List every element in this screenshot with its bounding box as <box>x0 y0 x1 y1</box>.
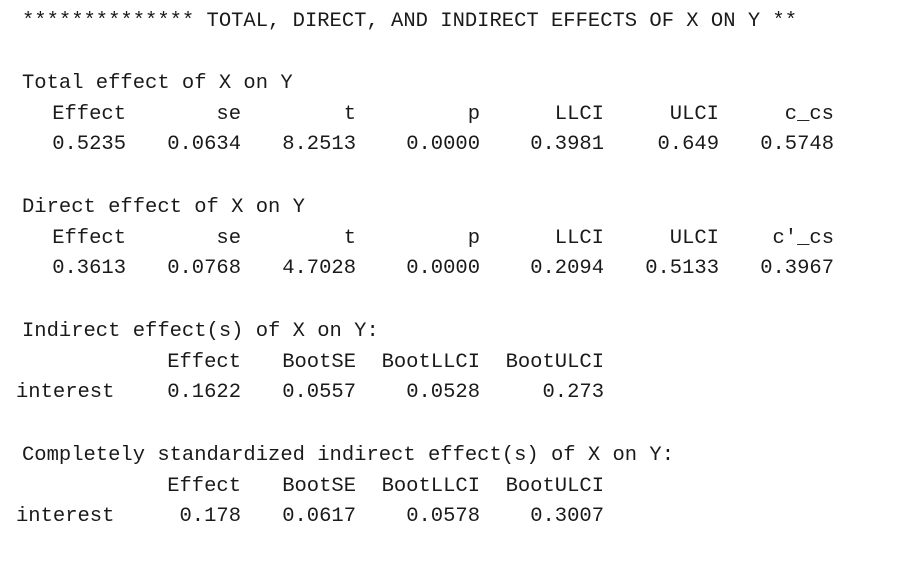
col-header-c-cs: c_cs <box>784 103 834 126</box>
col-header-t: t <box>343 103 356 126</box>
col-header-ulci: ULCI <box>669 103 719 126</box>
value-ulci: 0.5133 <box>645 257 719 280</box>
value-bootse: 0.0557 <box>282 381 356 404</box>
section-title: Direct effect of X on Y <box>22 196 305 219</box>
total-effect-title: Total effect of X on Y <box>0 69 904 99</box>
section-title: Indirect effect(s) of X on Y: <box>22 320 379 343</box>
col-header-t: t <box>343 227 356 250</box>
value-ulci: 0.649 <box>657 133 719 156</box>
heading-text: ************** TOTAL, DIRECT, AND INDIRE… <box>22 10 798 33</box>
value-p: 0.0000 <box>406 257 480 280</box>
value-se: 0.0634 <box>167 133 241 156</box>
section-title: Total effect of X on Y <box>22 72 293 95</box>
indirect-effect-value-row: interest 0.1622 0.0557 0.0528 0.273 <box>0 378 904 408</box>
indirect-effect-header-row: Effect BootSE BootLLCI BootULCI <box>0 348 904 378</box>
value-effect: 0.3613 <box>52 257 126 280</box>
col-header-bootllci: BootLLCI <box>381 475 480 498</box>
col-header-effect: Effect <box>167 475 241 498</box>
std-indirect-effect-header-row: Effect BootSE BootLLCI BootULCI <box>0 472 904 502</box>
std-indirect-effect-value-row: interest 0.178 0.0617 0.0578 0.3007 <box>0 502 904 532</box>
col-header-llci: LLCI <box>554 227 604 250</box>
value-bootulci: 0.3007 <box>530 505 604 528</box>
direct-effect-title: Direct effect of X on Y <box>0 193 904 223</box>
value-se: 0.0768 <box>167 257 241 280</box>
value-effect: 0.1622 <box>167 381 241 404</box>
value-p: 0.0000 <box>406 133 480 156</box>
value-t: 4.7028 <box>282 257 356 280</box>
value-effect: 0.178 <box>179 505 241 528</box>
col-header-se: se <box>216 103 241 126</box>
col-header-bootulci: BootULCI <box>505 475 604 498</box>
col-header-p: p <box>467 103 480 126</box>
value-bootllci: 0.0528 <box>406 381 480 404</box>
col-header-effect: Effect <box>52 227 126 250</box>
row-label: interest <box>16 505 115 528</box>
col-header-ulci: ULCI <box>669 227 719 250</box>
value-bootulci: 0.273 <box>542 381 604 404</box>
col-header-effect: Effect <box>167 351 241 374</box>
col-header-bootse: BootSE <box>282 351 356 374</box>
col-header-bootllci: BootLLCI <box>381 351 480 374</box>
col-header-p: p <box>467 227 480 250</box>
value-effect: 0.5235 <box>52 133 126 156</box>
col-header-effect: Effect <box>52 103 126 126</box>
value-bootllci: 0.0578 <box>406 505 480 528</box>
direct-effect-value-row: 0.3613 0.0768 4.7028 0.0000 0.2094 0.513… <box>0 254 904 284</box>
std-indirect-effect-title: Completely standardized indirect effect(… <box>0 441 904 471</box>
value-c-cs: 0.5748 <box>760 133 834 156</box>
output-heading: ************** TOTAL, DIRECT, AND INDIRE… <box>0 7 904 37</box>
value-c-prime-cs: 0.3967 <box>760 257 834 280</box>
value-llci: 0.3981 <box>530 133 604 156</box>
value-bootse: 0.0617 <box>282 505 356 528</box>
total-effect-header-row: Effect se t p LLCI ULCI c_cs <box>0 100 904 130</box>
col-header-c-prime-cs: c'_cs <box>772 227 834 250</box>
indirect-effect-title: Indirect effect(s) of X on Y: <box>0 317 904 347</box>
section-title: Completely standardized indirect effect(… <box>22 444 675 467</box>
row-label: interest <box>16 381 115 404</box>
value-llci: 0.2094 <box>530 257 604 280</box>
col-header-bootulci: BootULCI <box>505 351 604 374</box>
col-header-bootse: BootSE <box>282 475 356 498</box>
direct-effect-header-row: Effect se t p LLCI ULCI c'_cs <box>0 224 904 254</box>
total-effect-value-row: 0.5235 0.0634 8.2513 0.0000 0.3981 0.649… <box>0 130 904 160</box>
col-header-llci: LLCI <box>554 103 604 126</box>
col-header-se: se <box>216 227 241 250</box>
value-t: 8.2513 <box>282 133 356 156</box>
